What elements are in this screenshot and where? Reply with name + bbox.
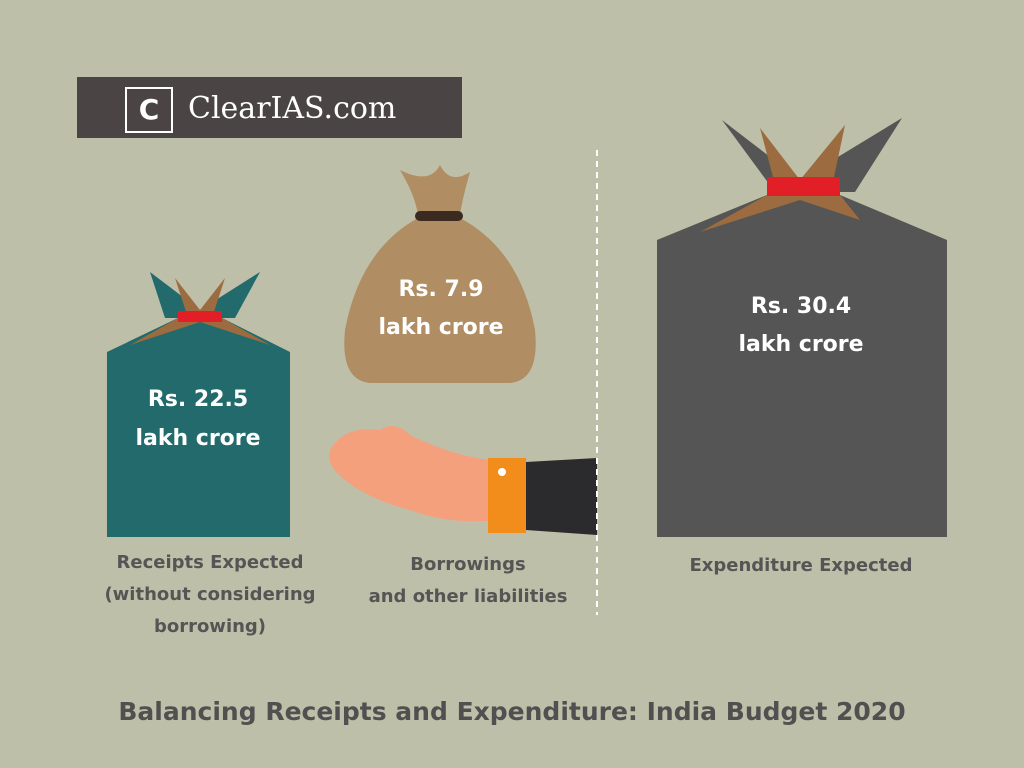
logo-letter: C: [139, 93, 160, 126]
receipts-bag: [107, 272, 290, 537]
label: Receipts Expected: [117, 552, 304, 573]
label: Borrowings: [410, 554, 525, 575]
label: borrowing): [154, 616, 266, 637]
label: Expenditure Expected: [689, 555, 912, 576]
unit: lakh crore: [378, 315, 503, 340]
label: (without considering: [104, 584, 315, 605]
expenditure-bag: [657, 118, 947, 537]
amount: Rs. 7.9: [398, 277, 483, 302]
logo-text: ClearIAS.com: [188, 91, 396, 126]
borrowings-sack: [344, 165, 536, 383]
amount: Rs. 22.5: [148, 387, 248, 412]
hand: [329, 426, 597, 535]
amount: Rs. 30.4: [751, 294, 851, 319]
title: Balancing Receipts and Expenditure: Indi…: [118, 697, 905, 726]
label: and other liabilities: [369, 586, 568, 607]
unit: lakh crore: [738, 332, 863, 357]
unit: lakh crore: [135, 426, 260, 451]
logo-box: [125, 87, 173, 133]
